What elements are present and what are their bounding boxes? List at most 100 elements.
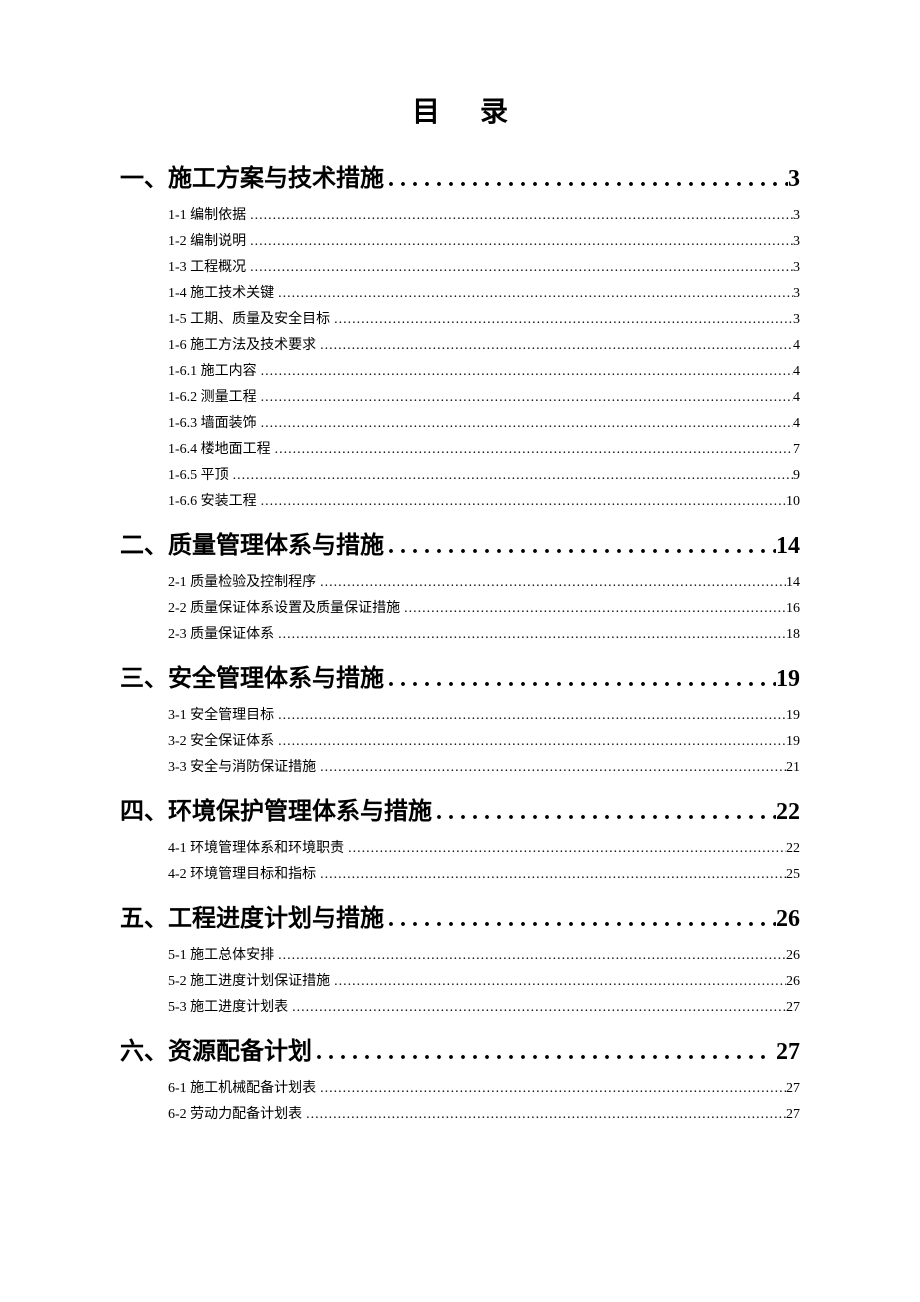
toc-leader-dots: ...................................... [384,166,788,193]
toc-subsection: 4-2 环境管理目标和指标 ..........................… [168,860,800,886]
toc-leader-dots: ........................................… [400,601,786,617]
toc-subsection-label: 1-6.2 测量工程 [168,386,257,406]
toc-leader-dots: ........................................… [246,208,793,224]
toc-subsection: 1-4 施工技术关键 .............................… [168,279,800,305]
toc-subsection: 3-2 安全保证体系 .............................… [168,727,800,753]
toc-leader-dots: ........................................… [316,1081,786,1097]
toc-subsection: 2-2 质量保证体系设置及质量保证措施 ....................… [168,594,800,620]
toc-section: 六、资源配备计划 ...............................… [120,1031,800,1066]
toc-section-page: 22 [776,799,800,826]
toc-leader-dots: ........................................… [316,760,786,776]
toc-subsection-label: 2-2 质量保证体系设置及质量保证措施 [168,597,400,617]
toc-subsection-page: 27 [786,1107,800,1123]
toc-subsection-label: 1-6.3 墙面装饰 [168,412,257,432]
toc-container: 一、施工方案与技术措施 ............................… [120,158,800,1126]
toc-section-label: 二、质量管理体系与措施 [120,525,384,560]
toc-section: 四、环境保护管理体系与措施 ..........................… [120,791,800,826]
toc-subsection: 5-2 施工进度计划保证措施 .........................… [168,967,800,993]
toc-section-page: 3 [788,166,800,193]
toc-subsection-page: 3 [793,260,800,276]
toc-subsection-page: 10 [786,494,800,510]
toc-subsection-label: 1-6.4 楼地面工程 [168,438,271,458]
toc-subsection-page: 3 [793,208,800,224]
toc-subsection-label: 6-1 施工机械配备计划表 [168,1077,316,1097]
toc-subsection-label: 5-3 施工进度计划表 [168,996,288,1016]
toc-leader-dots: ........................................… [274,627,786,643]
toc-subsection-page: 26 [786,948,800,964]
toc-leader-dots: ...................................... [432,799,776,826]
toc-leader-dots: ........................................… [246,260,793,276]
toc-subsection-label: 1-2 编制说明 [168,230,246,250]
toc-leader-dots: ...................................... [312,1039,776,1066]
toc-leader-dots: ........................................… [246,234,793,250]
toc-subsection-label: 1-6 施工方法及技术要求 [168,334,316,354]
toc-subsection: 3-1 安全管理目标 .............................… [168,701,800,727]
toc-leader-dots: ........................................… [271,442,793,458]
toc-subsection: 6-1 施工机械配备计划表 ..........................… [168,1074,800,1100]
toc-subsection-page: 4 [793,364,800,380]
toc-subsection-page: 19 [786,734,800,750]
toc-subsection-label: 6-2 劳动力配备计划表 [168,1103,302,1123]
toc-subsection-page: 22 [786,841,800,857]
toc-leader-dots: ........................................… [316,338,793,354]
toc-leader-dots: ........................................… [274,948,786,964]
toc-section-label: 三、安全管理体系与措施 [120,658,384,693]
toc-subsection: 1-6.3 墙面装饰 .............................… [168,409,800,435]
toc-subsection: 1-1 编制依据 ...............................… [168,201,800,227]
toc-section-page: 19 [776,666,800,693]
toc-subsection-label: 3-1 安全管理目标 [168,704,274,724]
toc-subsection-page: 4 [793,338,800,354]
toc-section-page: 27 [776,1039,800,1066]
toc-section: 五、工程进度计划与措施 ............................… [120,898,800,933]
toc-leader-dots: ........................................… [229,468,793,484]
toc-subsection-label: 1-4 施工技术关键 [168,282,274,302]
toc-subsection: 1-5 工期、质量及安全目标 .........................… [168,305,800,331]
toc-leader-dots: ........................................… [274,286,793,302]
toc-section-label: 六、资源配备计划 [120,1031,312,1066]
toc-subsection-page: 4 [793,416,800,432]
toc-subsection-label: 1-6.6 安装工程 [168,490,257,510]
toc-subsection-page: 19 [786,708,800,724]
toc-section-label: 一、施工方案与技术措施 [120,158,384,193]
toc-subsection-page: 3 [793,312,800,328]
toc-subsection-page: 16 [786,601,800,617]
toc-section-label: 四、环境保护管理体系与措施 [120,791,432,826]
toc-subsection-page: 26 [786,974,800,990]
toc-subsection: 1-6.2 测量工程 .............................… [168,383,800,409]
toc-subsection-label: 1-5 工期、质量及安全目标 [168,308,330,328]
toc-subsection: 1-2 编制说明 ...............................… [168,227,800,253]
toc-subsection-label: 5-1 施工总体安排 [168,944,274,964]
toc-leader-dots: ........................................… [302,1107,786,1123]
toc-subsection-page: 7 [793,442,800,458]
toc-leader-dots: ...................................... [384,533,776,560]
toc-leader-dots: ........................................… [257,494,786,510]
toc-title: 目录 [120,90,800,130]
toc-leader-dots: ........................................… [274,708,786,724]
toc-section-page: 26 [776,906,800,933]
toc-subsection-page: 18 [786,627,800,643]
toc-subsection-label: 1-6.1 施工内容 [168,360,257,380]
toc-subsection-label: 4-2 环境管理目标和指标 [168,863,316,883]
toc-subsection-page: 4 [793,390,800,406]
toc-subsection-label: 3-2 安全保证体系 [168,730,274,750]
toc-subsection-page: 3 [793,234,800,250]
toc-subsection-page: 9 [793,468,800,484]
toc-leader-dots: ...................................... [384,666,776,693]
toc-subsection: 5-1 施工总体安排 .............................… [168,941,800,967]
toc-leader-dots: ........................................… [257,390,793,406]
toc-subsection-page: 27 [786,1000,800,1016]
toc-subsection-label: 1-3 工程概况 [168,256,246,276]
toc-subsection-page: 14 [786,575,800,591]
toc-subsection: 1-6.1 施工内容 .............................… [168,357,800,383]
toc-leader-dots: ........................................… [257,416,793,432]
toc-subsection: 1-6.4 楼地面工程 ............................… [168,435,800,461]
toc-subsection-label: 5-2 施工进度计划保证措施 [168,970,330,990]
toc-section-label: 五、工程进度计划与措施 [120,898,384,933]
toc-leader-dots: ........................................… [330,974,786,990]
toc-leader-dots: ........................................… [257,364,793,380]
toc-subsection: 1-3 工程概况 ...............................… [168,253,800,279]
toc-subsection: 6-2 劳动力配备计划表 ...........................… [168,1100,800,1126]
toc-subsection-page: 25 [786,867,800,883]
toc-subsection-label: 2-3 质量保证体系 [168,623,274,643]
toc-leader-dots: ........................................… [316,867,786,883]
